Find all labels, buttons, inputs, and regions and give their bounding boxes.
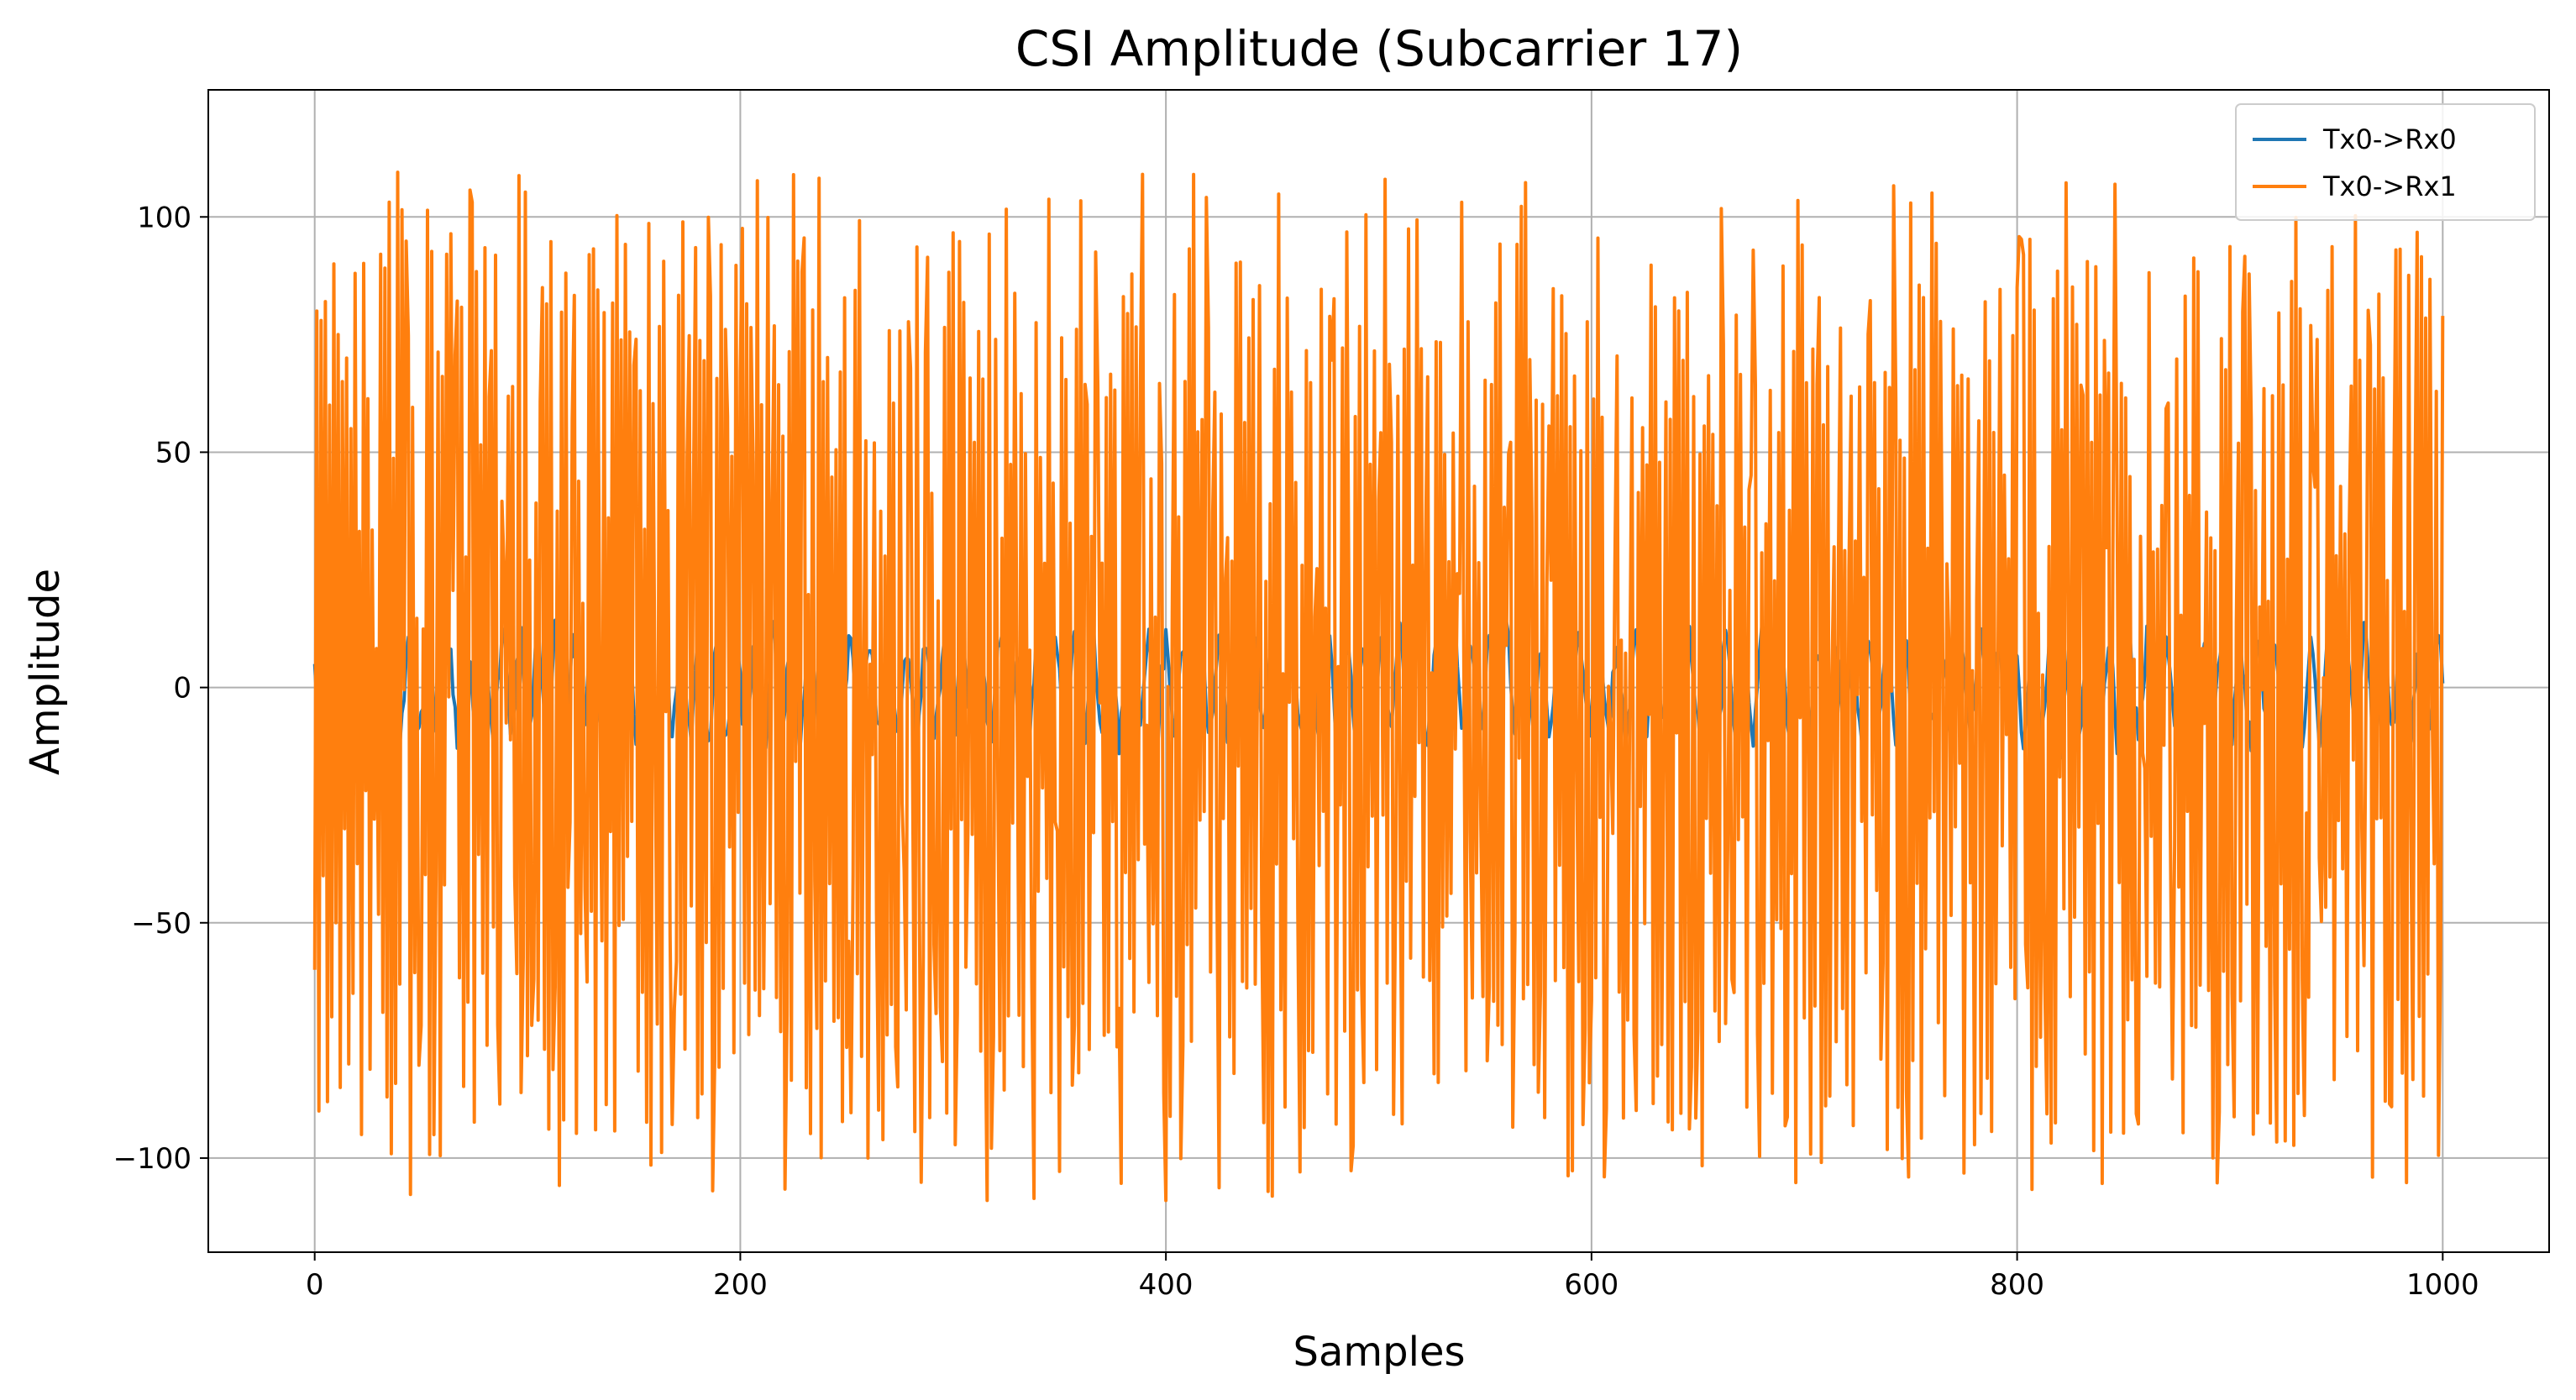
x-tick-label: 400 (1139, 1268, 1194, 1302)
legend-box (2235, 103, 2536, 221)
x-axis-label: Samples (1293, 1329, 1466, 1376)
y-tick-label: −50 (131, 907, 191, 941)
ticks: 0 200 400 600 800 1000 −100 −50 0 50 100 (113, 201, 2479, 1302)
chart-title: CSI Amplitude (Subcarrier 17) (1015, 20, 1743, 77)
y-axis-label: Amplitude (22, 569, 69, 775)
y-tick-label: 0 (173, 672, 191, 705)
y-tick-label: 50 (155, 436, 191, 469)
x-tick-label: 200 (713, 1268, 768, 1302)
x-tick-label: 800 (1990, 1268, 2044, 1302)
y-tick-label: 100 (137, 201, 191, 234)
series-line-tx0-rx1 (312, 170, 2445, 1203)
legend-entry-label: Tx0->Rx0 (2322, 123, 2457, 155)
x-tick-label: 1000 (2406, 1268, 2479, 1302)
legend-entry-label: Tx0->Rx1 (2322, 170, 2457, 202)
y-tick-label: −100 (113, 1142, 191, 1176)
x-tick-label: 0 (306, 1268, 324, 1302)
plot-frame (207, 89, 2550, 1253)
series-layer (312, 170, 2445, 1203)
legend: Tx0->Rx0 Tx0->Rx1 (2235, 103, 2536, 221)
x-tick-label: 600 (1564, 1268, 1619, 1302)
